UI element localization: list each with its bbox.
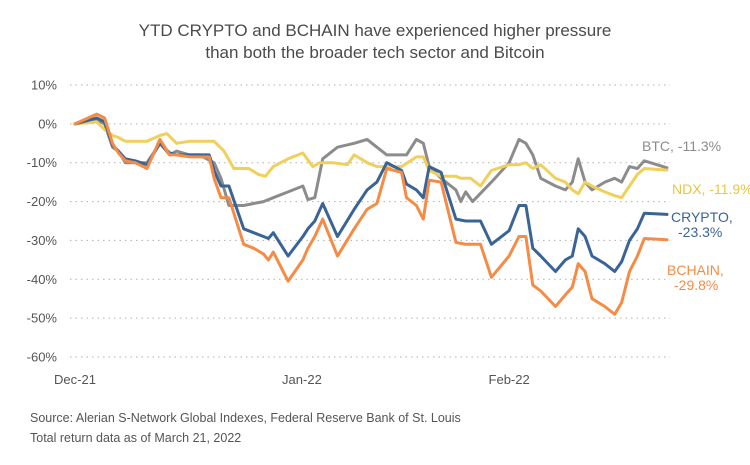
end-labels: BTC, -11.3% NDX, -11.9% CRYPTO,-23.3% BCHAI… — [642, 138, 750, 293]
end-label-bchain: BCHAIN, — [667, 262, 724, 278]
y-tick-label: -60% — [27, 350, 58, 365]
x-tick-label: Jan-22 — [282, 372, 322, 387]
series-line-bchain — [73, 112, 669, 316]
y-tick-label: -40% — [27, 272, 58, 287]
footer: Source: Alerian S-Network Global Indexes… — [30, 408, 461, 448]
x-tick-label: Feb-22 — [489, 372, 530, 387]
gridlines — [70, 84, 670, 358]
as-of-note: Total return data as of March 21, 2022 — [30, 431, 242, 445]
chart-title: YTD CRYPTO and BCHAIN have experienced h… — [0, 20, 750, 64]
series-line-btc — [73, 118, 669, 207]
series-lines — [73, 112, 669, 316]
y-tick-label: 0% — [38, 116, 57, 131]
chart-title-line-1: YTD CRYPTO and BCHAIN have experienced h… — [138, 21, 612, 40]
end-label-ndx: NDX, -11.9% — [672, 181, 750, 197]
y-tick-label: -50% — [27, 311, 58, 326]
x-tick-label: Dec-21 — [54, 372, 96, 387]
x-axis-ticks: Dec-21 Jan-22 Feb-22 — [54, 372, 530, 387]
end-label-crypto: -23.3% — [678, 224, 722, 240]
end-label-bchain: -29.8% — [674, 277, 718, 293]
y-tick-label: -20% — [27, 194, 58, 209]
source-note: Source: Alerian S-Network Global Indexes… — [30, 411, 461, 425]
y-axis-ticks: 10% 0% -10% -20% -30% -40% -50% -60% — [27, 78, 58, 365]
series-line-ndx — [73, 120, 669, 200]
end-label-crypto: CRYPTO, — [671, 209, 733, 225]
y-tick-label: -10% — [27, 155, 58, 170]
y-tick-label: -30% — [27, 233, 58, 248]
chart-title-line-2: than both the broader tech sector and Bi… — [205, 43, 545, 62]
end-label-btc: BTC, -11.3% — [642, 138, 721, 154]
y-tick-label: 10% — [31, 78, 57, 93]
